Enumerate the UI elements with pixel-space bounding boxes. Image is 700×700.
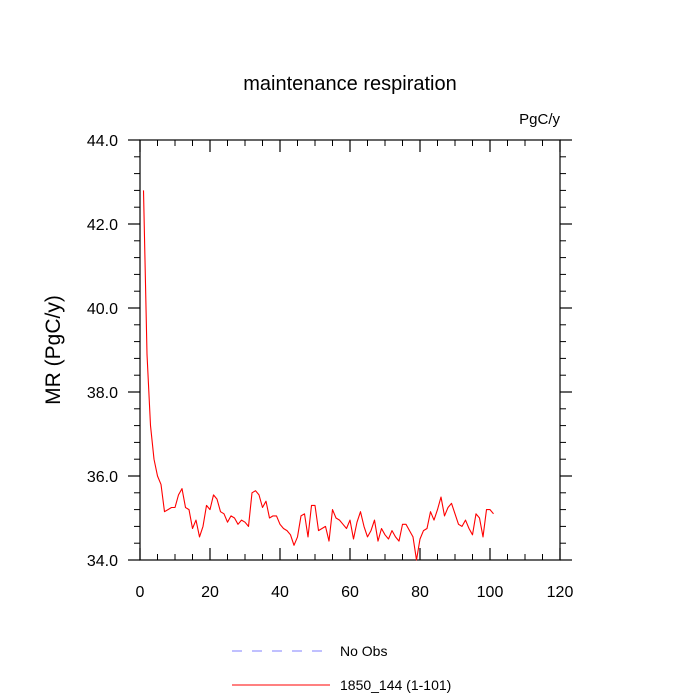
- legend-label: 1850_144 (1-101): [340, 677, 451, 693]
- y-tick-label: 44.0: [87, 133, 118, 150]
- x-tick-label: 20: [201, 584, 219, 601]
- y-tick-label: 34.0: [87, 553, 118, 570]
- axis-ticks: [128, 139, 572, 561]
- x-tick-label: 60: [341, 584, 359, 601]
- plot-frame: [139, 139, 561, 561]
- axis-tick-labels: 0 20 40 60 80 100 120 34.0 36.0 38.0 40.0 42.0 44.0: [87, 133, 574, 601]
- y-axis-label: MR (PgC/y): [42, 295, 65, 405]
- y-tick-label: 38.0: [87, 385, 118, 402]
- x-tick-label: 120: [547, 584, 574, 601]
- units-label: PgC/y: [519, 111, 560, 128]
- x-tick-label: 80: [411, 584, 429, 601]
- series-group: [142, 190, 494, 561]
- legend-label: No Obs: [340, 643, 387, 659]
- legend: No Obs 1850_144 (1-101): [232, 643, 451, 693]
- y-tick-label: 36.0: [87, 469, 118, 486]
- x-tick-label: 40: [271, 584, 289, 601]
- x-tick-label: 0: [136, 584, 145, 601]
- y-tick-label: 42.0: [87, 217, 118, 234]
- x-tick-label: 100: [477, 584, 504, 601]
- series-line: [142, 190, 494, 561]
- chart-title: maintenance respiration: [243, 73, 456, 95]
- y-tick-label: 40.0: [87, 301, 118, 318]
